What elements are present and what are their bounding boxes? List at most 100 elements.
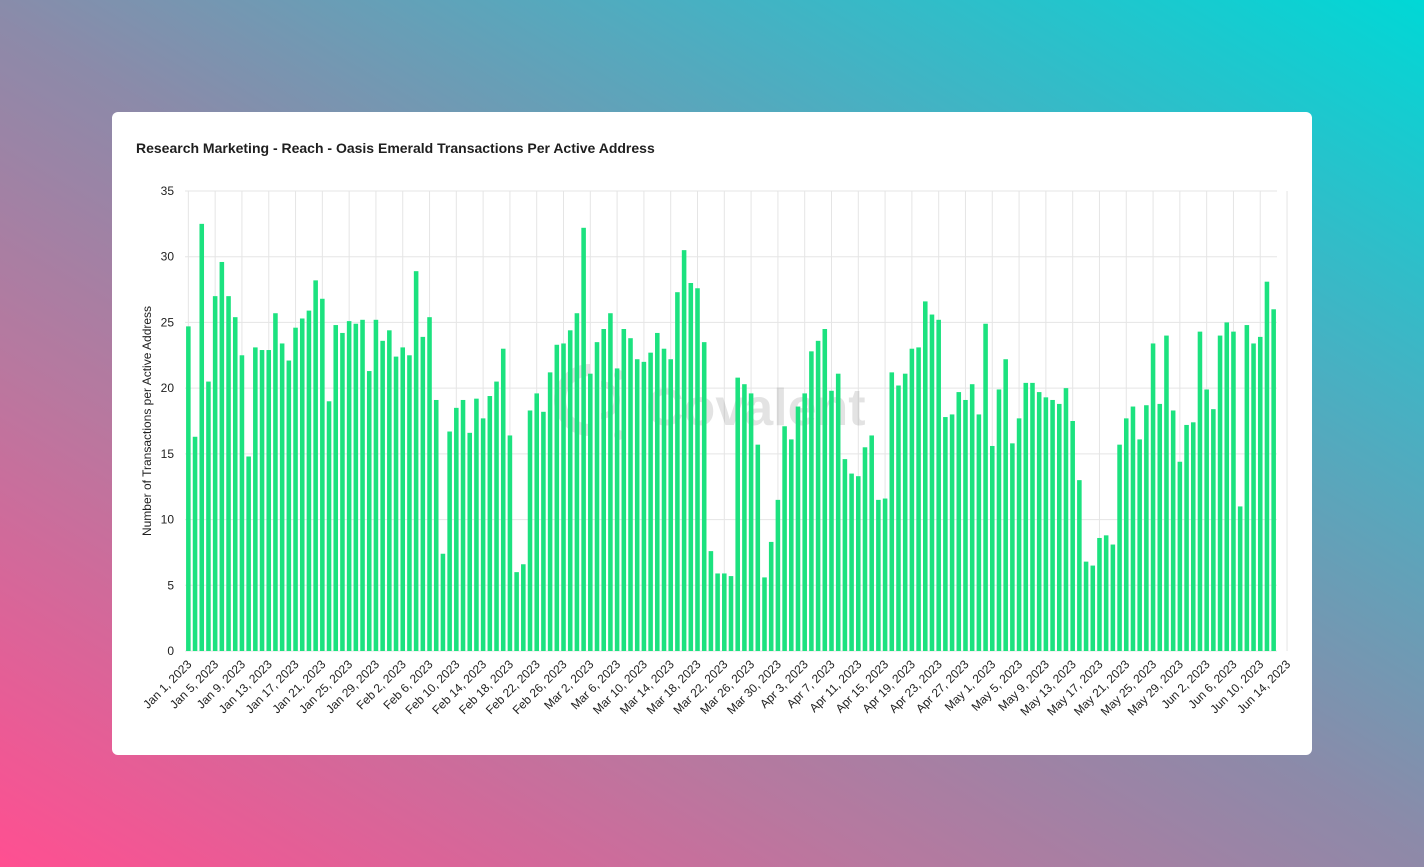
bar (1016, 418, 1022, 651)
bar (795, 406, 801, 651)
bar (1251, 343, 1256, 651)
bar (1197, 331, 1203, 651)
bar (299, 318, 305, 651)
bar (547, 372, 553, 651)
bar (253, 347, 258, 651)
bar (219, 261, 225, 651)
bar (286, 360, 292, 651)
bar (1003, 359, 1008, 651)
y-tick-label: 15 (161, 447, 175, 461)
bar (1090, 565, 1096, 651)
bar (1164, 335, 1169, 651)
bar (574, 313, 580, 651)
bar (232, 317, 238, 651)
bar-series (186, 223, 1276, 652)
bar (541, 411, 546, 651)
bar (1150, 343, 1156, 651)
bar (782, 426, 787, 651)
bar (346, 321, 352, 651)
bar (983, 323, 988, 651)
bar (815, 340, 821, 651)
bar (1170, 410, 1176, 651)
bar (1123, 418, 1129, 651)
bar (708, 551, 714, 651)
bar (675, 292, 680, 651)
y-axis-label: Number of Transactions per Active Addres… (140, 306, 154, 536)
bar (333, 325, 339, 651)
bar (1257, 336, 1263, 651)
bar (722, 573, 727, 651)
bar (393, 356, 399, 651)
bar (929, 314, 935, 651)
bar (655, 332, 660, 651)
bar (902, 373, 908, 651)
bar (701, 342, 707, 651)
bar (809, 351, 814, 651)
bar (695, 288, 700, 651)
bar (407, 355, 412, 651)
bar (608, 313, 613, 651)
bar (943, 417, 948, 651)
bar (1070, 421, 1075, 651)
bar (1224, 322, 1230, 651)
bar (1083, 561, 1089, 651)
bar (1264, 281, 1270, 651)
bar (1231, 331, 1236, 651)
bar (1237, 506, 1243, 651)
bar (1010, 443, 1015, 651)
bar (1190, 422, 1196, 651)
bar (192, 436, 198, 651)
bar (353, 323, 359, 651)
y-tick-label: 20 (161, 381, 175, 395)
bar (326, 401, 332, 651)
bar (628, 338, 633, 651)
bar (923, 301, 928, 651)
bar (742, 384, 747, 651)
bar (259, 350, 265, 651)
y-tick-label: 30 (161, 250, 175, 264)
bar (668, 359, 673, 651)
bar (212, 296, 218, 651)
bar (822, 329, 828, 651)
bar (876, 499, 881, 651)
bar (1177, 461, 1183, 651)
bar (534, 393, 539, 651)
bar (963, 399, 968, 651)
bar (561, 343, 566, 651)
bar (433, 399, 439, 651)
bar (279, 343, 285, 651)
bar (507, 435, 513, 651)
bar (246, 456, 251, 651)
bar (521, 564, 526, 651)
bar (387, 330, 392, 651)
bar (366, 371, 372, 651)
bar (1184, 424, 1189, 651)
chart-title: Research Marketing - Reach - Oasis Emera… (136, 140, 655, 156)
bar (661, 348, 667, 651)
bar (1097, 537, 1102, 651)
bar (500, 348, 506, 651)
bar (487, 396, 493, 651)
bar (1036, 392, 1042, 651)
bar (1157, 403, 1163, 651)
y-tick-label: 10 (161, 513, 175, 527)
bar (869, 435, 874, 651)
bar (567, 330, 573, 651)
bar (648, 352, 653, 651)
bar (768, 541, 774, 651)
bar (1137, 439, 1142, 651)
bar (239, 355, 245, 651)
bar (1050, 399, 1055, 651)
bar (1103, 535, 1109, 651)
bar (380, 340, 385, 651)
bar (293, 327, 298, 651)
bar (1043, 397, 1049, 651)
bar (909, 348, 915, 651)
bar (1244, 325, 1250, 651)
bar (1023, 382, 1029, 651)
bar (413, 271, 419, 651)
bar (996, 389, 1002, 651)
bar (320, 298, 325, 651)
y-axis-ticks: 0 5 10 15 20 25 30 35 (161, 184, 175, 658)
